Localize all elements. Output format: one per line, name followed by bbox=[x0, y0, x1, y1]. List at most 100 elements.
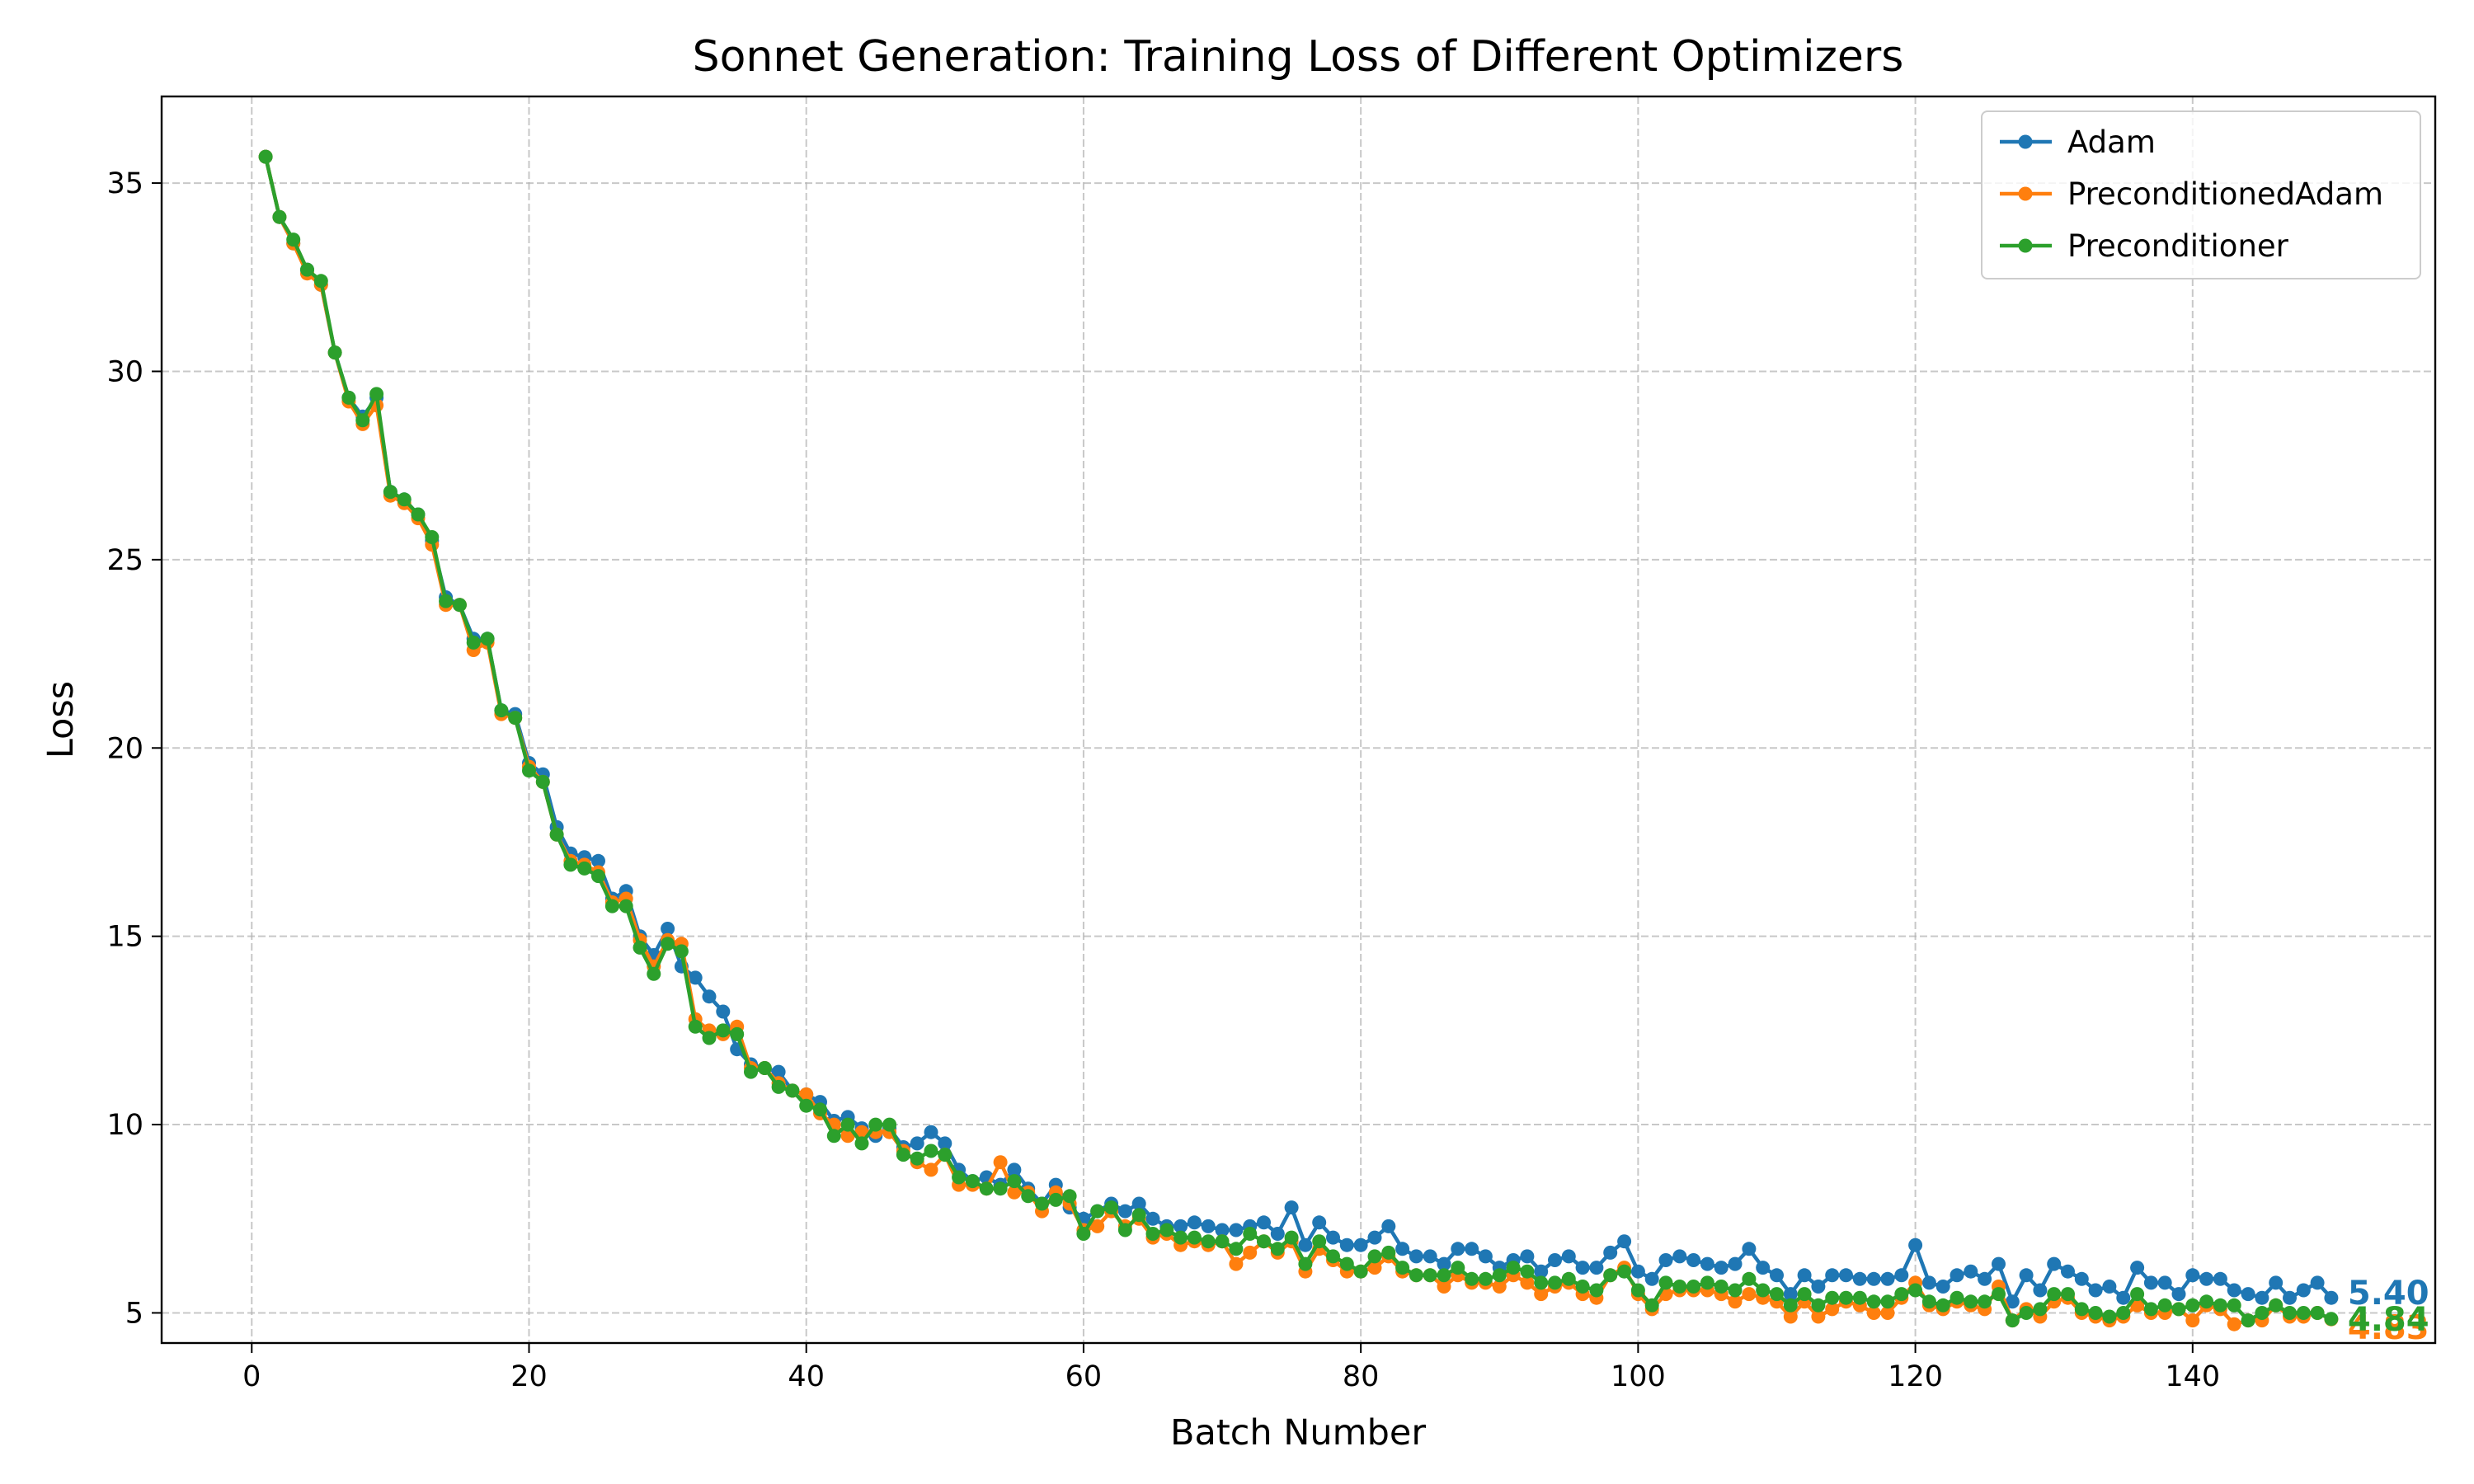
data-point-preconditionedadam bbox=[2185, 1313, 2200, 1328]
data-point-preconditioner bbox=[840, 1117, 855, 1132]
data-point-preconditioner bbox=[2185, 1298, 2200, 1313]
data-point-preconditioner bbox=[965, 1174, 980, 1189]
data-point-preconditioner bbox=[1783, 1298, 1798, 1313]
data-point-adam bbox=[1187, 1215, 1202, 1230]
data-point-preconditionedadam bbox=[1520, 1275, 1535, 1290]
data-point-preconditioner bbox=[1770, 1287, 1784, 1302]
data-point-preconditioner bbox=[2130, 1287, 2145, 1302]
data-point-preconditioner bbox=[1117, 1223, 1132, 1237]
data-point-preconditioner bbox=[702, 1031, 717, 1045]
data-point-adam bbox=[1353, 1237, 1368, 1252]
data-point-adam bbox=[2088, 1283, 2103, 1298]
data-point-preconditioner bbox=[1076, 1227, 1091, 1241]
data-point-adam bbox=[1908, 1237, 1923, 1252]
data-point-adam bbox=[591, 853, 605, 868]
x-tick-label: 120 bbox=[1888, 1360, 1943, 1393]
data-point-preconditioner bbox=[1520, 1264, 1535, 1279]
data-point-preconditioner bbox=[924, 1144, 938, 1158]
data-point-preconditioner bbox=[2324, 1312, 2339, 1327]
data-point-preconditioner bbox=[1561, 1271, 1576, 1286]
data-point-preconditioner bbox=[757, 1061, 772, 1075]
legend-label-preconditioner: Preconditioner bbox=[2067, 228, 2289, 264]
data-point-adam bbox=[1742, 1242, 1757, 1256]
legend-marker-adam bbox=[2018, 134, 2033, 149]
data-point-adam bbox=[1534, 1264, 1549, 1279]
data-point-adam bbox=[1229, 1223, 1244, 1237]
data-point-preconditioner bbox=[1201, 1234, 1216, 1249]
data-point-adam bbox=[1964, 1264, 1978, 1279]
data-point-preconditioner bbox=[882, 1117, 897, 1132]
data-point-preconditioner bbox=[1658, 1275, 1673, 1290]
axis-ticks: 0 20 40 60 80 100 120 140 5 10 15 20 25 30 35 bbox=[106, 167, 2220, 1393]
data-point-adam bbox=[2047, 1256, 2062, 1271]
data-point-preconditioner bbox=[813, 1102, 827, 1117]
data-point-preconditioner bbox=[896, 1148, 910, 1162]
data-point-preconditioner bbox=[1797, 1287, 1812, 1302]
data-point-adam bbox=[1367, 1230, 1382, 1245]
data-point-adam bbox=[1575, 1261, 1590, 1275]
data-point-adam bbox=[1257, 1215, 1271, 1230]
data-point-preconditioner bbox=[1617, 1264, 1632, 1279]
data-point-preconditioner bbox=[1978, 1294, 1992, 1309]
data-point-preconditioner bbox=[1921, 1294, 1936, 1309]
data-point-preconditioner bbox=[1048, 1192, 1063, 1207]
data-point-adam bbox=[1145, 1211, 1160, 1226]
data-point-preconditioner bbox=[910, 1151, 924, 1166]
data-point-preconditioner bbox=[674, 944, 689, 959]
data-point-adam bbox=[2061, 1264, 2075, 1279]
data-point-preconditioner bbox=[826, 1129, 841, 1144]
data-point-preconditioner bbox=[549, 827, 564, 842]
data-point-preconditionedadam bbox=[1367, 1261, 1382, 1275]
data-point-preconditionedadam bbox=[799, 1087, 814, 1101]
data-point-adam bbox=[1700, 1256, 1714, 1271]
data-point-preconditioner bbox=[522, 763, 536, 778]
data-point-adam bbox=[1630, 1264, 1645, 1279]
data-point-preconditioner bbox=[1880, 1294, 1895, 1309]
data-point-preconditioner bbox=[785, 1083, 800, 1098]
data-point-preconditioner bbox=[452, 598, 467, 613]
data-point-preconditioner bbox=[1589, 1283, 1604, 1298]
data-point-preconditioner bbox=[1270, 1242, 1285, 1256]
data-point-preconditionedadam bbox=[1825, 1302, 1840, 1317]
y-tick-label: 20 bbox=[106, 732, 143, 765]
data-point-adam bbox=[1603, 1245, 1618, 1260]
data-point-preconditioner bbox=[938, 1148, 952, 1162]
data-point-preconditioner bbox=[799, 1098, 814, 1113]
data-point-preconditioner bbox=[993, 1181, 1008, 1196]
data-point-preconditioner bbox=[383, 485, 397, 500]
data-point-preconditioner bbox=[1534, 1275, 1549, 1290]
series-preconditioner bbox=[258, 149, 2339, 1328]
y-tick-label: 15 bbox=[106, 921, 143, 954]
data-point-adam bbox=[1270, 1227, 1285, 1241]
data-point-preconditioner bbox=[1700, 1275, 1714, 1290]
data-point-adam bbox=[1825, 1268, 1840, 1283]
data-point-preconditionedadam bbox=[1811, 1309, 1826, 1324]
data-point-preconditionedadam bbox=[1492, 1280, 1507, 1294]
data-point-adam bbox=[1950, 1268, 1964, 1283]
data-point-preconditioner bbox=[2227, 1298, 2241, 1313]
data-point-preconditionedadam bbox=[1783, 1309, 1798, 1324]
data-point-preconditioner bbox=[1284, 1230, 1299, 1245]
data-point-adam bbox=[661, 922, 675, 936]
data-point-adam bbox=[1437, 1256, 1451, 1271]
data-point-preconditionedadam bbox=[1880, 1306, 1895, 1320]
data-point-adam bbox=[1992, 1256, 2006, 1271]
data-point-preconditioner bbox=[1575, 1280, 1590, 1294]
data-point-adam bbox=[702, 989, 717, 1004]
data-point-adam bbox=[938, 1136, 952, 1151]
data-point-adam bbox=[1174, 1219, 1188, 1233]
data-point-preconditioner bbox=[2199, 1294, 2214, 1309]
data-point-adam bbox=[1561, 1249, 1576, 1264]
y-tick-label: 5 bbox=[125, 1297, 143, 1330]
data-point-preconditioner bbox=[1062, 1189, 1077, 1204]
grid bbox=[162, 96, 2435, 1343]
y-tick-label: 25 bbox=[106, 544, 143, 577]
data-point-adam bbox=[1978, 1271, 1992, 1286]
data-point-preconditioner bbox=[688, 1019, 703, 1034]
legend-box bbox=[1981, 110, 2421, 279]
data-point-preconditioner bbox=[2033, 1302, 2048, 1317]
data-point-adam bbox=[1465, 1242, 1479, 1256]
data-point-preconditionedadam bbox=[1742, 1287, 1757, 1302]
data-point-preconditioner bbox=[647, 966, 661, 981]
